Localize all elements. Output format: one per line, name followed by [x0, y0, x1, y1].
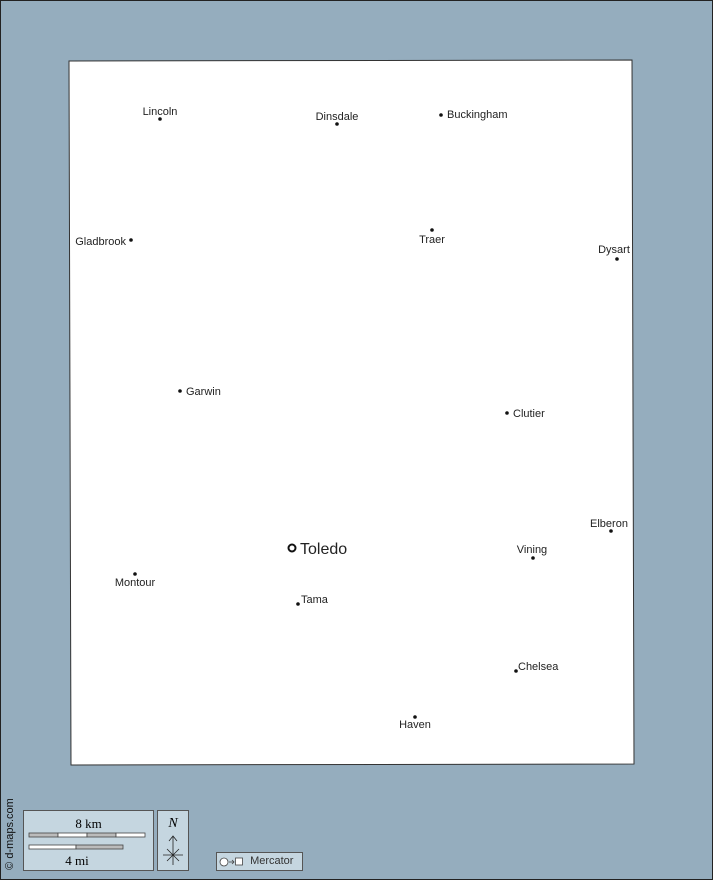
- place-label: Chelsea: [518, 661, 559, 673]
- credit-text: © d-maps.com: [4, 798, 16, 870]
- place-gladbrook: Gladbrook: [75, 236, 133, 248]
- city-dot-icon: [609, 529, 613, 533]
- place-tama: Tama: [296, 594, 329, 606]
- city-dot-icon: [335, 122, 339, 126]
- city-dot-icon: [178, 389, 182, 393]
- scale-mi-label: 4 mi: [65, 853, 89, 868]
- scale-km-label: 8 km: [75, 816, 102, 831]
- place-vining: Vining: [517, 544, 547, 560]
- place-garwin: Garwin: [178, 386, 221, 398]
- place-label: Dinsdale: [316, 111, 359, 123]
- place-label: Montour: [115, 577, 156, 589]
- city-dot-icon: [296, 602, 300, 606]
- city-dot-icon: [133, 572, 137, 576]
- place-dinsdale: Dinsdale: [316, 111, 359, 126]
- place-elberon: Elberon: [590, 518, 628, 533]
- place-buckingham: Buckingham: [439, 109, 508, 121]
- capital-marker-icon: [287, 543, 297, 553]
- city-dot-icon: [615, 257, 619, 261]
- place-label: Traer: [419, 234, 445, 246]
- place-label: Haven: [399, 719, 431, 731]
- place-chelsea: Chelsea: [514, 661, 559, 673]
- north-label: N: [168, 816, 178, 831]
- place-label: Dysart: [598, 244, 630, 256]
- place-label: Buckingham: [447, 109, 508, 121]
- county-area: [68, 59, 635, 766]
- place-traer: Traer: [419, 228, 445, 246]
- scale-bars: [28, 832, 146, 850]
- place-label: Gladbrook: [75, 236, 126, 248]
- city-dot-icon: [413, 715, 417, 719]
- place-lincoln: Lincoln: [143, 106, 178, 121]
- place-dysart: Dysart: [598, 244, 630, 261]
- circle-to-square-icon: [219, 857, 243, 867]
- place-montour: Montour: [115, 572, 156, 589]
- place-label: Vining: [517, 544, 547, 556]
- city-dot-icon: [505, 411, 509, 415]
- place-toledo: Toledo: [287, 541, 347, 558]
- city-dot-icon: [514, 669, 518, 673]
- scale-bar: 8 km 4 mi: [23, 810, 154, 871]
- place-label: Elberon: [590, 518, 628, 530]
- city-dot-icon: [129, 238, 133, 242]
- place-label: Lincoln: [143, 106, 178, 118]
- place-clutier: Clutier: [505, 408, 545, 420]
- place-label: Tama: [301, 594, 329, 606]
- north-arrow: N: [157, 810, 189, 871]
- place-label: Clutier: [513, 408, 545, 420]
- city-dot-icon: [531, 556, 535, 560]
- city-dot-icon: [158, 117, 162, 121]
- projection-label: Mercator: [216, 852, 303, 871]
- city-dot-icon: [439, 113, 443, 117]
- compass-icon: [163, 835, 183, 865]
- place-label: Garwin: [186, 386, 221, 398]
- place-label: Toledo: [300, 541, 347, 558]
- city-dot-icon: [430, 228, 434, 232]
- projection-name: Mercator: [250, 855, 294, 867]
- place-haven: Haven: [399, 715, 431, 731]
